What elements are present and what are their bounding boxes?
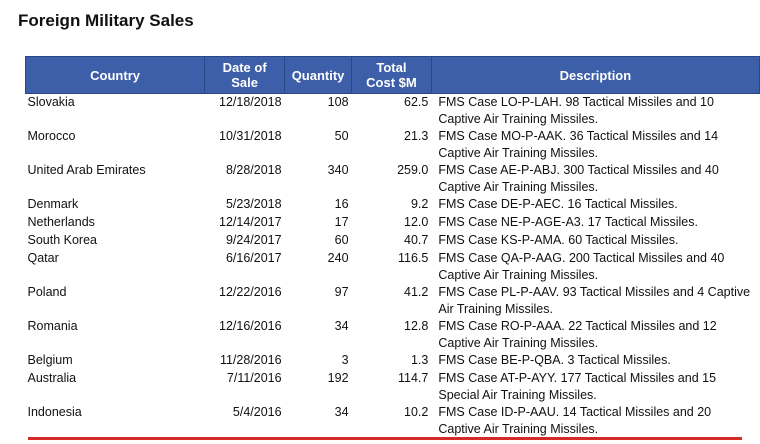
table-cell: 12.0 [404,215,429,229]
table-cell: 10/31/2018 [219,129,282,143]
table-cell: 60 [334,233,349,247]
table-cell: FMS Case RO-P-AAA. 22 Tactical Missiles … [438,319,717,350]
table-cell: 12/14/2017 [219,215,282,229]
table-cell: 97 [334,285,349,299]
table-cell: 9.2 [410,197,429,211]
column-header: Description [430,56,760,94]
table-cell: Poland [27,285,67,299]
table-cell: 1.3 [410,353,429,367]
column-header: Date of Sale [204,56,286,94]
table-row: Qatar 6/16/2017 240 116.5 FMS Case QA-P-AAG.… [26,250,760,284]
table-cell: FMS Case BE-P-QBA. 3 Tactical Missiles. [438,353,671,367]
table-cell: FMS Case QA-P-AAG. 200 Tactical Missiles… [438,251,725,282]
table-cell: 259.0 [397,163,429,177]
table-cell: Morocco [27,129,76,143]
table-row: South Korea 9/24/2017 60 40.7 FMS Case KS-P-… [26,232,760,250]
column-header: Country [24,56,206,94]
table-cell: FMS Case KS-P-AMA. 60 Tactical Missiles. [438,233,679,247]
table-row: Poland 12/22/2016 97 41.2 FMS Case PL-P-AAV.… [26,284,760,318]
table-cell: FMS Case ID-P-AAU. 14 Tactical Missiles … [438,405,712,436]
column-header: Total Cost $M [351,56,432,94]
table-cell: 5/23/2018 [225,197,282,211]
table-row: Denmark 5/23/2018 16 9.2 FMS Case DE-P-AEC. … [26,196,760,214]
table-cell: 8/28/2018 [225,163,282,177]
sales-table: Country Date of Sale Quantity Total Cost $M… [24,56,760,439]
table-row: Netherlands 12/14/2017 17 12.0 FMS Case NE-P… [26,214,760,232]
table-cell: 40.7 [404,233,429,247]
table-cell: 50 [334,129,349,143]
table-cell: 10.2 [404,405,429,419]
table-cell: FMS Case PL-P-AAV. 93 Tactical Missiles … [438,285,751,316]
table-cell: FMS Case LO-P-LAH. 98 Tactical Missiles … [438,95,714,126]
column-header: Quantity [284,56,353,94]
table-cell: South Korea [27,233,98,247]
table-cell: FMS Case DE-P-AEC. 16 Tactical Missiles. [438,197,678,211]
table-cell: 240 [327,251,349,265]
table-cell: 6/16/2017 [225,251,282,265]
table-cell: 7/11/2016 [226,371,282,385]
table-cell: Belgium [27,353,73,367]
table-cell: 62.5 [404,95,429,109]
table-cell: 34 [334,405,349,419]
table-cell: 34 [334,319,349,333]
table-cell: 12/16/2016 [219,319,282,333]
title: Foreign Military Sales [18,11,194,30]
header-row: Country Date of Sale Quantity Total Cost $M… [24,56,760,94]
table-row: Morocco 10/31/2018 50 21.3 FMS Case MO-P-AAK… [26,128,760,162]
table-cell: 340 [327,163,349,177]
table-cell: FMS Case NE-P-AGE-A3. 17 Tactical Missil… [438,215,698,229]
table-row: Indonesia 5/4/2016 34 10.2 FMS Case ID-P-AAU… [26,404,760,438]
table-row: Romania 12/16/2016 34 12.8 FMS Case RO-P-AAA… [26,318,760,352]
table-cell: 3 [341,353,349,367]
table-cell: Qatar [27,251,59,265]
table-cell: FMS Case AT-P-AYY. 177 Tactical Missiles… [438,371,717,402]
table-body: Slovakia 12/18/2018 108 62.5 FMS Case LO-P-L… [26,94,760,439]
table-cell: 16 [334,197,349,211]
table-cell: 12/18/2018 [219,95,282,109]
table-cell: Denmark [27,197,79,211]
table-row: United Arab Emirates 8/28/2018 340 259.0 FMS… [26,162,760,196]
table-row: Belgium 11/28/2016 3 1.3 FMS Case BE-P-QBA. … [26,352,760,370]
table-cell: 12/22/2016 [219,285,282,299]
table-cell: 192 [327,371,349,385]
table-cell: FMS Case MO-P-AAK. 36 Tactical Missiles … [438,129,719,160]
table-cell: 5/4/2016 [232,405,282,419]
table-cell: United Arab Emirates [27,163,146,177]
table-cell: 116.5 [398,251,429,265]
table-row: Slovakia 12/18/2018 108 62.5 FMS Case LO-P-L… [26,94,760,129]
table-cell: Romania [27,319,78,333]
table-cell: 41.2 [404,285,429,299]
table-cell: 21.3 [404,129,429,143]
table-cell: Slovakia [27,95,75,109]
table-cell: 17 [334,215,349,229]
table-cell: 108 [327,95,349,109]
table-row: Australia 7/11/2016 192 114.7 FMS Case AT-P-… [26,370,760,404]
divider [28,437,742,440]
table-cell: 12.8 [404,319,429,333]
table-cell: Netherlands [27,215,95,229]
table-cell: Indonesia [27,405,82,419]
table-cell: 9/24/2017 [225,233,282,247]
table-cell: Australia [27,371,77,385]
table-cell: FMS Case AE-P-ABJ. 300 Tactical Missiles… [438,163,719,194]
table-cell: 114.7 [398,371,429,385]
table-cell: 11/28/2016 [219,353,282,367]
